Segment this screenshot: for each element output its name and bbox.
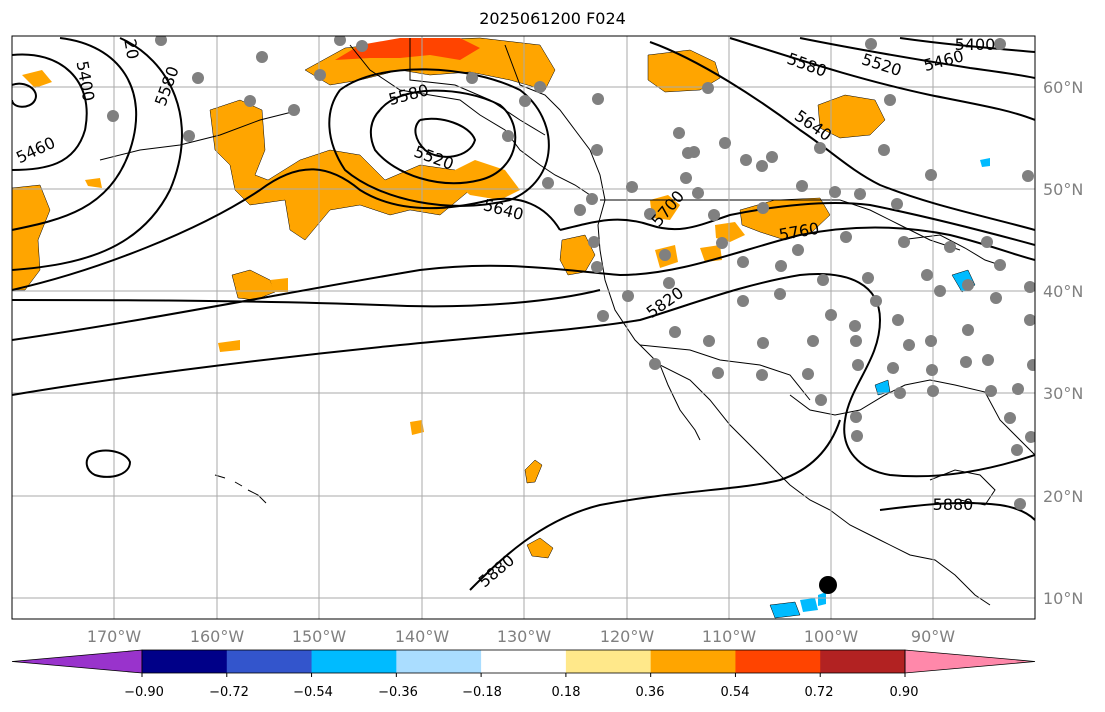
contour-label-5880-east: 5880	[933, 495, 974, 514]
contour-5400-west	[12, 82, 37, 108]
colorbar-label-0: −0.90	[124, 685, 164, 700]
contour-5520-east	[799, 37, 1035, 79]
contour-5580-east	[729, 37, 1035, 121]
map-frame	[11, 35, 1036, 620]
contour-5640-east	[649, 41, 1035, 231]
shade-small-1	[22, 70, 52, 88]
colorbar-segment	[396, 650, 482, 673]
contour-5460-west	[12, 53, 88, 171]
shade-red-top	[335, 38, 480, 60]
station-dots	[107, 36, 1035, 510]
shade-small-5	[218, 340, 240, 352]
graticule	[12, 36, 1035, 619]
shade-pacific-2	[524, 459, 543, 484]
contour-5820	[12, 273, 1035, 478]
contour-5580-west	[12, 37, 183, 271]
colorbar-label-8: 0.72	[805, 685, 834, 700]
colorbar-label-4: −0.18	[462, 685, 502, 700]
colorbar-label-2: −0.54	[293, 685, 333, 700]
colorbar-label-7: 0.54	[721, 685, 750, 700]
colorbar-segment	[735, 650, 821, 673]
lat-label-20: 20°N	[1043, 487, 1083, 506]
contour-5880	[469, 419, 841, 591]
colorbar-segment	[565, 650, 652, 673]
lon-label-100w: 100°W	[804, 627, 859, 646]
colorbar-segment	[142, 650, 228, 673]
contour-5640-upper	[12, 168, 561, 291]
lon-label-170w: 170°W	[87, 627, 142, 646]
colorbar-extend-high	[904, 649, 1036, 674]
shade-small-4	[270, 278, 288, 292]
shade-idaho	[650, 195, 680, 220]
lat-label-50: 50°N	[1043, 180, 1083, 199]
lat-label-10: 10°N	[1043, 589, 1083, 608]
contour-label-20: 20	[120, 37, 142, 60]
border-us-mexico	[639, 344, 811, 401]
contour-5580-low	[328, 68, 550, 207]
contour-5880-east	[879, 501, 1035, 521]
contour-5700	[559, 202, 1035, 246]
lon-label-150w: 150°W	[292, 627, 347, 646]
colorbar-segment	[481, 650, 567, 673]
colorbar-extend-low	[11, 649, 143, 674]
latitude-labels: 60°N 50°N 40°N 30°N 20°N 10°N	[1043, 78, 1083, 608]
lat-label-30: 30°N	[1043, 384, 1083, 403]
contour-5520-low	[369, 89, 517, 185]
lon-label-110w: 110°W	[702, 627, 757, 646]
contour-low-center	[414, 117, 477, 158]
colorbar-segment	[820, 650, 906, 673]
lat-label-60: 60°N	[1043, 78, 1083, 97]
shade-canada-2	[817, 94, 886, 139]
shade-rockies-2	[715, 222, 745, 242]
colorbar-label-3: −0.36	[378, 685, 418, 700]
contour-label-5400-east: 5400	[955, 35, 996, 54]
height-contours	[12, 37, 1035, 591]
coast-north-america	[504, 44, 991, 606]
colorbar-segment	[311, 650, 397, 673]
lon-label-120w: 120°W	[600, 627, 655, 646]
contour-small-loop	[85, 449, 132, 478]
colorbar-segments	[11, 649, 1036, 674]
coast-baja	[659, 364, 701, 441]
longitude-labels: 170°W 160°W 150°W 140°W 130°W 120°W 110°…	[87, 627, 955, 646]
shade-hawaii-n	[410, 420, 424, 435]
colorbar-segment	[226, 650, 313, 673]
great-lakes	[899, 234, 1001, 266]
colorbar-segment	[650, 650, 736, 673]
colorbar-outline	[141, 649, 906, 674]
contour-5760	[12, 226, 1035, 341]
coast-aleutians	[99, 109, 301, 161]
shade-small-2	[85, 178, 102, 188]
colorbar: −0.90 −0.72 −0.54 −0.36 −0.18 0.18 0.36 …	[11, 649, 1036, 700]
shade-aleutian	[209, 99, 471, 241]
lon-label-90w: 90°W	[911, 627, 955, 646]
shade-mexico-blue3	[818, 592, 826, 606]
lon-label-160w: 160°W	[190, 627, 245, 646]
contour-5460-east	[899, 37, 1035, 53]
contour-5700-north	[12, 289, 601, 308]
large-black-dot	[819, 576, 837, 594]
lat-label-40: 40°N	[1043, 282, 1083, 301]
colorbar-label-1: −0.72	[209, 685, 249, 700]
lon-label-140w: 140°W	[395, 627, 450, 646]
lon-label-130w: 130°W	[497, 627, 552, 646]
shade-canada-blue	[980, 158, 990, 167]
colorbar-label-6: 0.36	[636, 685, 665, 700]
colorbar-label-9: 0.90	[890, 685, 919, 700]
shade-pacific-3	[526, 537, 554, 559]
contour-5520-west	[12, 37, 138, 231]
colorbar-ticks	[141, 673, 906, 677]
colorbar-label-5: 0.18	[552, 685, 581, 700]
map-title: 2025061200 F024	[479, 9, 626, 28]
shade-mexico-blue2	[800, 598, 818, 612]
shade-mexico-blue	[769, 601, 801, 619]
